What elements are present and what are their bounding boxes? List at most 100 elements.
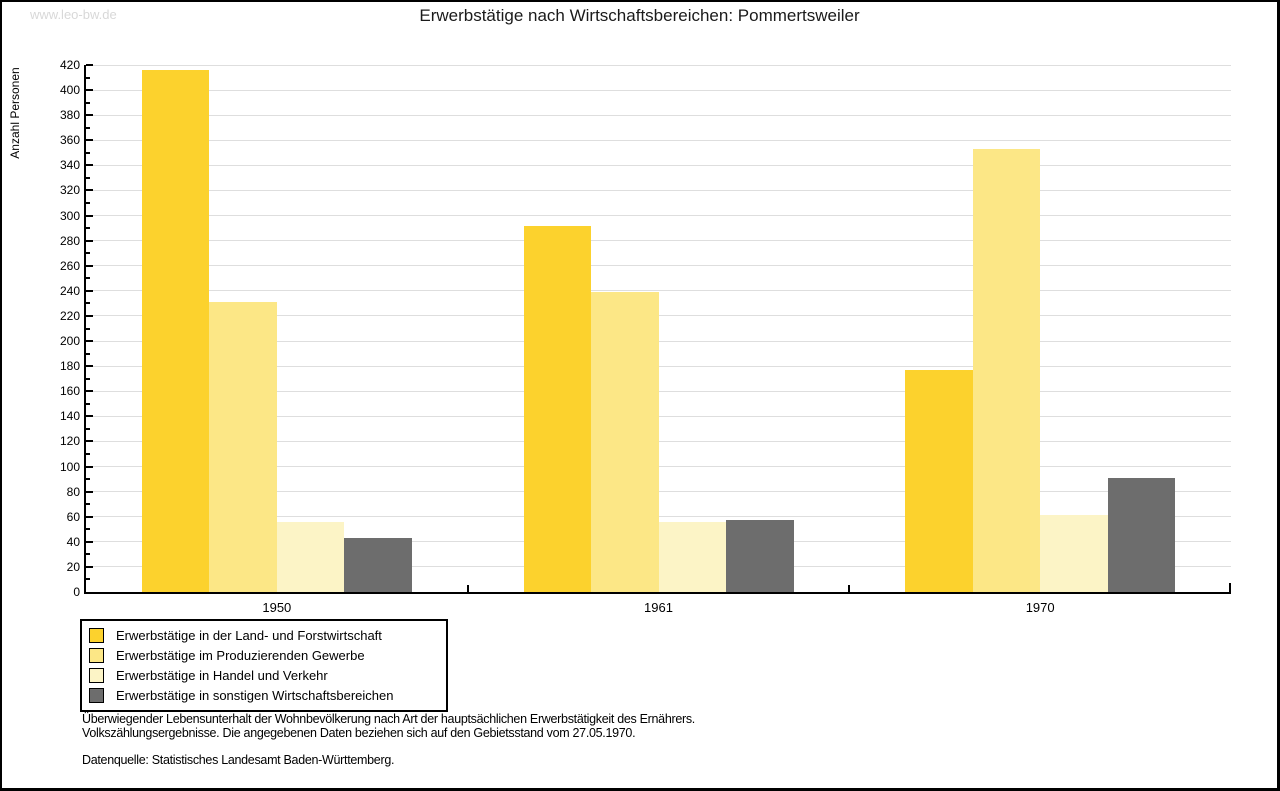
legend-label: Erwerbstätige im Produzierenden Gewerbe: [116, 647, 365, 663]
y-axis-tick: [86, 327, 90, 330]
legend-label: Erwerbstätige in der Land- und Forstwirt…: [116, 627, 382, 643]
y-axis-tick: [86, 101, 90, 104]
bar-1950-series2: [209, 302, 277, 592]
legend-label: Erwerbstätige in Handel und Verkehr: [116, 667, 328, 683]
y-axis-tick: [86, 126, 90, 129]
plot-area: 0 20 40 60 80 100 120 140 160 180 200 220 240 260 280 3…: [60, 58, 1231, 615]
x-axis-label-1950: 1950: [262, 600, 292, 615]
y-gridline: [86, 265, 1231, 267]
legend-swatch-handel-verkehr: [89, 667, 104, 683]
bar-1961-series1: [523, 225, 591, 592]
y-tick-label: 400: [59, 83, 80, 98]
y-gridline: [86, 516, 1231, 518]
y-axis-tick: [86, 164, 93, 167]
y-tick-label: 120: [59, 434, 80, 449]
y-axis-tick: [86, 452, 90, 455]
y-tick-label: 60: [66, 509, 80, 524]
legend-item: Erwerbstätige in der Land- und Forstwirt…: [89, 625, 438, 645]
legend-swatch-sonstige: [89, 687, 104, 703]
y-axis-tick: [86, 402, 90, 405]
y-axis-tick: [86, 427, 90, 430]
y-axis-tick: [86, 528, 90, 531]
bar-1950-series4: [344, 538, 412, 592]
y-axis-tick: [86, 239, 93, 242]
y-tick-label: 280: [59, 233, 80, 248]
y-axis-tick: [86, 490, 93, 493]
y-axis-tick: [86, 415, 93, 418]
data-source: Datenquelle: Statistisches Landesamt Bad…: [82, 753, 395, 767]
y-tick-label: 0: [73, 585, 80, 599]
y-tick-label: 240: [59, 283, 80, 298]
y-axis-tick: [86, 503, 90, 506]
y-tick-label: 300: [59, 208, 80, 223]
y-axis-tick: [86, 64, 93, 66]
y-axis-tick: [86, 264, 93, 267]
y-gridline: [86, 164, 1231, 166]
y-tick-label: 260: [59, 258, 80, 273]
y-axis-tick: [86, 578, 90, 581]
y-axis-tick: [86, 252, 90, 255]
y-axis-tick: [86, 440, 93, 443]
x-axis-tick: [466, 585, 469, 592]
y-axis-tick: [86, 89, 93, 92]
y-tick-label: 100: [59, 459, 80, 474]
y-gridline: [86, 89, 1231, 91]
bar-1970-series3: [1040, 515, 1108, 592]
y-gridline: [86, 440, 1231, 442]
y-axis-tick: [86, 352, 90, 355]
y-tick-label: 160: [59, 384, 80, 399]
legend-item: Erwerbstätige in Handel und Verkehr: [89, 665, 438, 685]
y-tick-label: 380: [59, 108, 80, 123]
bar-1970-series4: [1107, 477, 1176, 592]
y-axis-tick: [86, 176, 90, 179]
footnote-line: Volkszählungsergebnisse. Die angegebenen…: [82, 726, 636, 740]
bar-1950-series1: [141, 70, 210, 592]
x-axis-label-1970: 1970: [1025, 600, 1055, 615]
y-gridline: [86, 315, 1231, 317]
bar-1961-series3: [658, 521, 726, 592]
y-axis-tick: [86, 139, 93, 142]
y-axis-tick: [86, 302, 90, 305]
y-gridline: [86, 215, 1231, 217]
x-axis-label-1961: 1961: [644, 600, 673, 615]
legend-swatch-produzierendes-gewerbe: [89, 647, 104, 663]
y-axis-tick: [86, 565, 93, 568]
y-gridline: [86, 415, 1231, 417]
y-gridline: [86, 64, 1231, 66]
y-tick-label: 320: [59, 183, 80, 198]
y-tick-label: 40: [66, 534, 80, 549]
y-gridline: [86, 365, 1231, 367]
x-axis-tick: [848, 585, 851, 592]
legend-label: Erwerbstätige in sonstigen Wirtschaftsbe…: [116, 687, 394, 703]
y-axis-tick: [86, 478, 90, 481]
y-gridline: [86, 114, 1231, 116]
y-axis-tick: [86, 465, 93, 468]
y-axis-tick: [86, 114, 93, 117]
x-axis-end-tick: [1229, 583, 1231, 592]
y-tick-label: 360: [59, 133, 80, 148]
legend-item: Erwerbstätige in sonstigen Wirtschaftsbe…: [89, 685, 438, 705]
y-tick-label: 200: [59, 334, 80, 349]
y-gridline: [86, 139, 1231, 141]
chart-title: Erwerbstätige nach Wirtschaftsbereichen:…: [419, 6, 860, 25]
y-gridline: [86, 340, 1231, 342]
y-tick-label: 220: [59, 308, 80, 323]
legend-swatch-land-forstwirtschaft: [89, 627, 104, 643]
bar-1961-series4: [726, 520, 794, 592]
y-axis-tick: [86, 540, 93, 543]
y-gridline: [86, 290, 1231, 292]
y-axis-tick: [86, 227, 90, 230]
y-gridline: [86, 240, 1231, 242]
y-axis-tick: [86, 365, 93, 368]
bar-1970-series2: [972, 149, 1041, 592]
y-axis-tick: [86, 289, 93, 292]
y-axis-tick: [86, 553, 90, 556]
y-gridline: [86, 390, 1231, 392]
y-axis-tick: [86, 340, 93, 343]
y-gridline: [86, 491, 1231, 493]
bar-1970-series1: [905, 369, 973, 592]
watermark: www.leo-bw.de: [30, 7, 117, 22]
y-axis-tick: [86, 202, 90, 205]
y-axis-tick: [86, 214, 93, 217]
